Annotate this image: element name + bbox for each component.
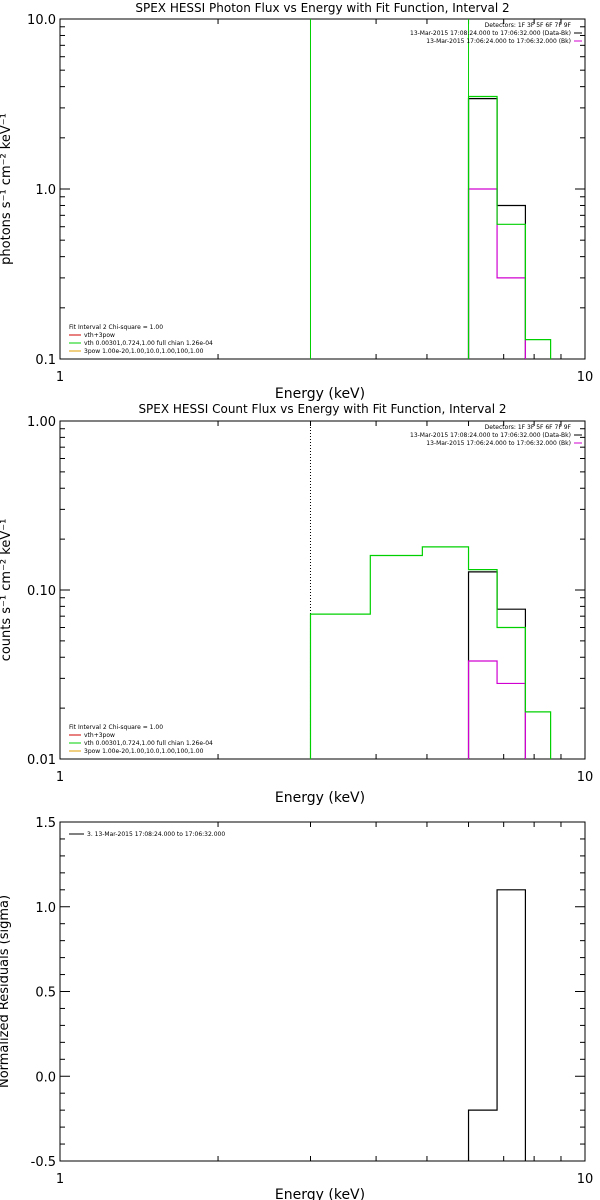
photon-legend-top-right-entry: 13-Mar-2015 17:06:24.000 to 17:06:32.000…	[426, 38, 571, 45]
photon-legend-top-right-entry: 13-Mar-2015 17:08:24.000 to 17:06:32.000…	[410, 30, 571, 37]
residuals-panel: 1 10 -0.5 0.0 0.5 1.0 1.5 Energy (keV) Normalize…	[0, 816, 593, 1200]
photon-legend-bottom-left-entry: vth 0.00301,0.724,1.00 full chian 1.26e-…	[84, 340, 213, 347]
photon-flux-panel: 1 10 0.1 1.0 10.0 SPEX HESSI Photon Flux vs E…	[0, 1, 593, 402]
photon-series-2-step-line	[467, 95, 552, 359]
count-y-tick-label: 0.01	[27, 753, 56, 768]
residual-x-tick-label: 10	[577, 1172, 594, 1187]
residual-y-tick-label: -0.5	[31, 1155, 56, 1170]
photon-y-tick-label: 0.1	[35, 353, 56, 368]
residual-y-tick-label: 1.0	[35, 901, 56, 916]
photon-y-axis-label: photons s⁻¹ cm⁻² keV⁻¹	[0, 113, 14, 265]
count-x-axis-label: Energy (keV)	[275, 790, 365, 806]
photon-x-axis-label: Energy (keV)	[275, 386, 365, 402]
count-legend-bottom-left-entry: Fit Interval 2 Chi-square = 1.00	[69, 724, 163, 731]
residual-series-0-step-line	[467, 889, 527, 1161]
residual-plot-frame	[59, 821, 586, 1162]
count-series-1-step-line	[467, 660, 527, 759]
count-legend-bottom-left-entry: 3pow 1.00e-20,1.00,10.0,1.00,100,1.00	[84, 748, 204, 755]
photon-chart-title: SPEX HESSI Photon Flux vs Energy with Fi…	[135, 1, 509, 15]
photon-y-tick-label: 10.0	[27, 13, 56, 28]
photon-plot-frame	[59, 18, 586, 360]
count-flux-panel: 1 10 0.01 0.10 1.00 SPEX HESSI Count Flux vs …	[0, 402, 593, 806]
residual-x-axis-label: Energy (keV)	[275, 1187, 365, 1200]
count-x-tick-label: 10	[577, 770, 594, 785]
photon-legend-bottom-left-entry: Fit Interval 2 Chi-square = 1.00	[69, 324, 163, 331]
photon-legend-bottom-left-entry: vth+3pow	[84, 332, 115, 339]
count-legend-top-right-entry: 13-Mar-2015 17:08:24.000 to 17:06:32.000…	[410, 432, 571, 439]
residual-y-axis-label: Normalized Residuals (sigma)	[0, 895, 12, 1088]
count-plot-frame	[59, 420, 586, 760]
photon-x-tick-label: 1	[56, 370, 64, 385]
count-chart-title: SPEX HESSI Count Flux vs Energy with Fit…	[138, 402, 506, 416]
count-legend-bottom-left-entry: vth 0.00301,0.724,1.00 full chian 1.26e-…	[84, 740, 213, 747]
photon-y-tick-label: 1.0	[35, 183, 56, 198]
count-y-tick-label: 0.10	[27, 584, 56, 599]
residual-x-tick-label: 1	[56, 1172, 64, 1187]
photon-x-tick-label: 10	[577, 370, 594, 385]
photon-legend-top-right-entry: Detectors: 1F 3F 5F 6F 7F 9F	[485, 22, 572, 29]
residual-y-tick-label: 0.5	[35, 986, 56, 1001]
residual-legend-top-left-entry: 3. 13-Mar-2015 17:08:24.000 to 17:06:32.…	[87, 831, 225, 838]
residual-y-tick-label: 0.0	[35, 1070, 56, 1085]
count-legend-bottom-left-entry: vth+3pow	[84, 732, 115, 739]
count-series-2-step-line	[309, 546, 552, 759]
count-x-tick-label: 1	[56, 770, 64, 785]
count-y-axis-label: counts s⁻¹ cm⁻² keV⁻¹	[0, 519, 14, 662]
photon-legend-bottom-left-entry: 3pow 1.00e-20,1.00,10.0,1.00,100,1.00	[84, 348, 204, 355]
count-legend-top-right-entry: Detectors: 1F 3F 5F 6F 7F 9F	[485, 424, 572, 431]
count-legend-top-right-entry: 13-Mar-2015 17:06:24.000 to 17:06:32.000…	[426, 440, 571, 447]
count-y-tick-label: 1.00	[27, 415, 56, 430]
residual-y-tick-label: 1.5	[35, 816, 56, 831]
